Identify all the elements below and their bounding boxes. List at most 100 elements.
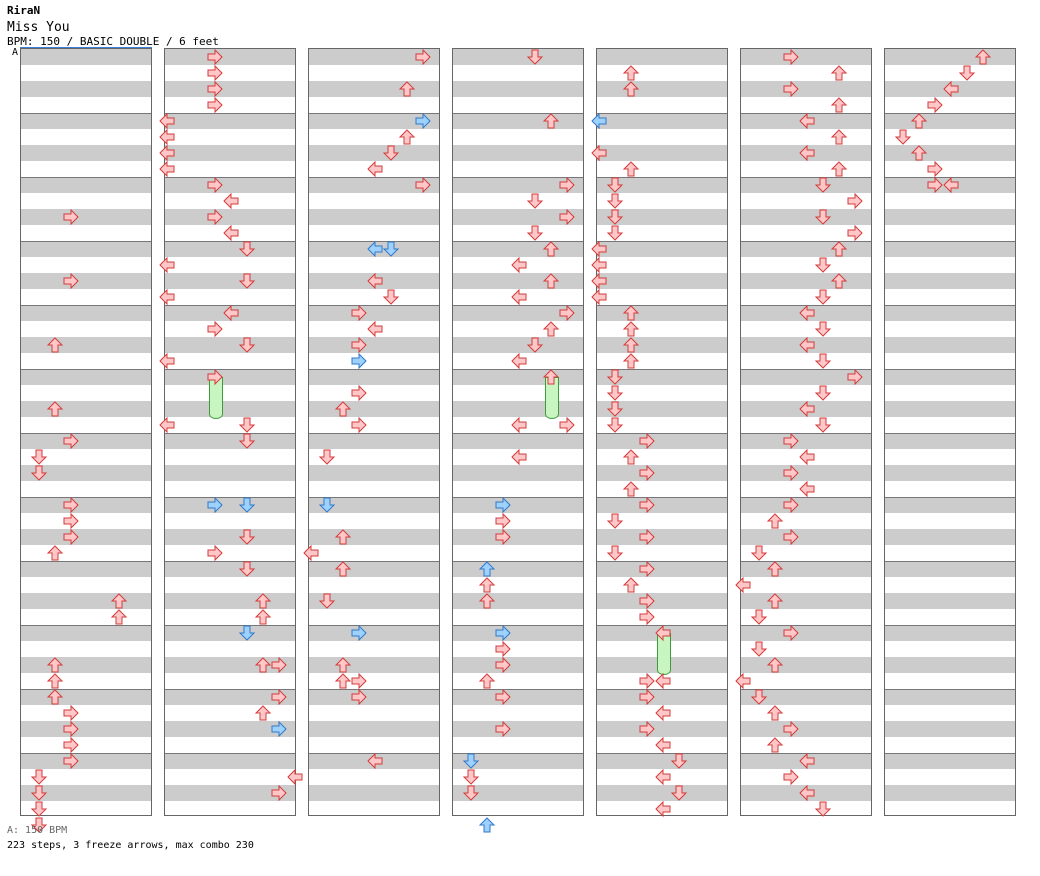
red-step-arrow xyxy=(271,656,287,674)
beat-band xyxy=(21,529,151,545)
beat-band xyxy=(597,497,727,513)
red-step-arrow xyxy=(287,768,303,786)
beat-band xyxy=(165,337,295,353)
beat-band xyxy=(21,81,151,97)
red-step-arrow xyxy=(655,672,671,690)
measure-line xyxy=(741,497,871,498)
chart-column-4 xyxy=(452,48,584,833)
beat-band xyxy=(165,529,295,545)
beat-band xyxy=(885,369,1015,385)
beat-band xyxy=(165,465,295,481)
red-step-arrow xyxy=(159,352,175,370)
measure-line xyxy=(597,689,727,690)
red-step-arrow xyxy=(622,81,640,97)
beat-band xyxy=(21,209,151,225)
red-step-arrow xyxy=(462,769,480,785)
red-step-arrow xyxy=(927,96,943,114)
red-step-arrow xyxy=(63,496,79,514)
red-step-arrow xyxy=(606,545,624,561)
red-step-arrow xyxy=(526,225,544,241)
beat-band xyxy=(741,241,871,257)
beat-band xyxy=(597,305,727,321)
beat-band xyxy=(597,209,727,225)
measure-line xyxy=(453,177,583,178)
beat-band xyxy=(885,785,1015,801)
red-step-arrow xyxy=(847,224,863,242)
beat-band xyxy=(741,177,871,193)
red-step-arrow xyxy=(559,304,575,322)
blue-step-arrow xyxy=(271,720,287,738)
red-step-arrow xyxy=(591,144,607,162)
red-step-arrow xyxy=(398,81,416,97)
red-step-arrow xyxy=(622,337,640,353)
beat-band xyxy=(453,209,583,225)
beat-band xyxy=(453,369,583,385)
red-step-arrow xyxy=(334,657,352,673)
red-step-arrow xyxy=(814,801,832,817)
beat-band xyxy=(309,433,439,449)
chart-column-6 xyxy=(735,48,872,817)
measure-line xyxy=(21,561,151,562)
measure-line xyxy=(165,177,295,178)
red-step-arrow xyxy=(750,609,768,625)
beat-band xyxy=(885,721,1015,737)
red-step-arrow xyxy=(910,145,928,161)
red-step-arrow xyxy=(511,288,527,306)
red-step-arrow xyxy=(526,49,544,65)
measure-line xyxy=(453,497,583,498)
blue-step-arrow xyxy=(478,817,496,833)
red-step-arrow xyxy=(30,465,48,481)
beat-band xyxy=(309,593,439,609)
red-step-arrow xyxy=(238,433,256,449)
beat-band xyxy=(597,785,727,801)
beat-band xyxy=(741,561,871,577)
red-step-arrow xyxy=(750,545,768,561)
beat-band xyxy=(885,273,1015,289)
red-step-arrow xyxy=(495,640,511,658)
red-step-arrow xyxy=(591,288,607,306)
red-step-arrow xyxy=(63,720,79,738)
red-step-arrow xyxy=(207,176,223,194)
red-step-arrow xyxy=(814,417,832,433)
red-step-arrow xyxy=(766,513,784,529)
beat-band xyxy=(453,81,583,97)
red-step-arrow xyxy=(655,800,671,818)
red-step-arrow xyxy=(910,113,928,129)
red-step-arrow xyxy=(159,416,175,434)
beat-band xyxy=(453,241,583,257)
red-step-arrow xyxy=(559,416,575,434)
beat-band xyxy=(21,241,151,257)
beat-band xyxy=(165,561,295,577)
red-step-arrow xyxy=(367,160,383,178)
measure-line xyxy=(309,113,439,114)
measure-line xyxy=(597,305,727,306)
red-step-arrow xyxy=(271,784,287,802)
red-step-arrow xyxy=(799,144,815,162)
measure-line xyxy=(741,241,871,242)
chart-column-2 xyxy=(159,48,303,816)
chart-column-3 xyxy=(303,48,440,816)
red-step-arrow xyxy=(974,49,992,65)
beat-band xyxy=(885,209,1015,225)
red-step-arrow xyxy=(511,256,527,274)
measure-line xyxy=(885,369,1015,370)
beat-band xyxy=(741,625,871,641)
beat-band xyxy=(597,529,727,545)
measure-line xyxy=(453,625,583,626)
beat-band xyxy=(21,177,151,193)
red-step-arrow xyxy=(670,753,688,769)
measure-line xyxy=(165,689,295,690)
red-step-arrow xyxy=(223,224,239,242)
beat-band xyxy=(453,657,583,673)
beat-band xyxy=(741,49,871,65)
red-step-arrow xyxy=(63,512,79,530)
red-step-arrow xyxy=(30,449,48,465)
red-step-arrow xyxy=(814,209,832,225)
red-step-arrow xyxy=(46,689,64,705)
measure-line xyxy=(885,497,1015,498)
beat-band xyxy=(741,657,871,673)
beat-band xyxy=(453,177,583,193)
red-step-arrow xyxy=(63,752,79,770)
beat-band xyxy=(165,401,295,417)
measure-line xyxy=(597,625,727,626)
